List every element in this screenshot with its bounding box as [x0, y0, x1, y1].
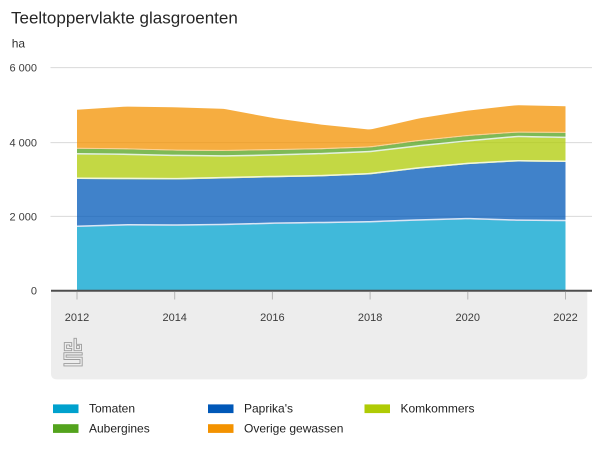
- svg-text:Paprika's: Paprika's: [244, 402, 293, 416]
- svg-text:6 000: 6 000: [9, 63, 37, 75]
- svg-text:2012: 2012: [65, 312, 89, 324]
- svg-text:Overige gewassen: Overige gewassen: [244, 421, 343, 435]
- svg-text:2014: 2014: [162, 312, 186, 324]
- svg-text:2 000: 2 000: [9, 211, 37, 223]
- svg-text:Komkommers: Komkommers: [401, 402, 475, 416]
- svg-text:Tomaten: Tomaten: [89, 402, 135, 416]
- svg-text:2022: 2022: [553, 312, 577, 324]
- svg-text:2020: 2020: [456, 312, 480, 324]
- svg-text:4 000: 4 000: [9, 138, 37, 150]
- svg-text:0: 0: [31, 286, 37, 298]
- svg-text:Aubergines: Aubergines: [89, 421, 150, 435]
- svg-text:Teeltoppervlakte glasgroenten: Teeltoppervlakte glasgroenten: [11, 8, 238, 27]
- svg-text:2016: 2016: [260, 312, 284, 324]
- svg-text:ha: ha: [12, 37, 26, 51]
- svg-text:2018: 2018: [358, 312, 382, 324]
